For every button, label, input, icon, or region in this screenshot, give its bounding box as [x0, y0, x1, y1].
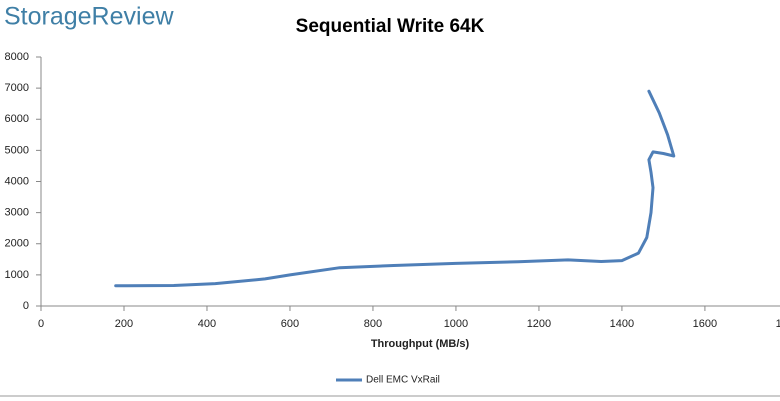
y-tick-label: 3000	[5, 207, 29, 219]
x-tick-label: 200	[115, 318, 133, 330]
x-tick-label: 0	[38, 318, 44, 330]
x-tick-label: 1800	[776, 318, 780, 330]
y-tick-label: 5000	[5, 144, 29, 156]
chart-title: Sequential Write 64K	[296, 16, 485, 37]
y-tick-label: 8000	[5, 51, 29, 63]
x-tick-label: 400	[198, 318, 216, 330]
x-tick-label: 800	[364, 318, 382, 330]
x-tick-label: 1000	[444, 318, 468, 330]
logo: StorageReview	[4, 3, 174, 31]
y-tick-label: 4000	[5, 175, 29, 187]
x-tick-label: 600	[281, 318, 299, 330]
y-tick-label: 0	[23, 300, 29, 312]
x-axis-label: Throughput (MB/s)	[371, 338, 470, 350]
x-tick-label: 1200	[527, 318, 551, 330]
data-line	[114, 89, 676, 288]
y-tick-label: 7000	[5, 82, 29, 94]
y-tick-label: 1000	[5, 269, 29, 281]
x-tick-label: 1600	[693, 318, 717, 330]
y-tick-label: 6000	[5, 113, 29, 125]
x-tick-label: 1400	[610, 318, 634, 330]
y-tick-label: 2000	[5, 238, 29, 250]
legend-label: Dell EMC VxRail	[366, 375, 440, 386]
